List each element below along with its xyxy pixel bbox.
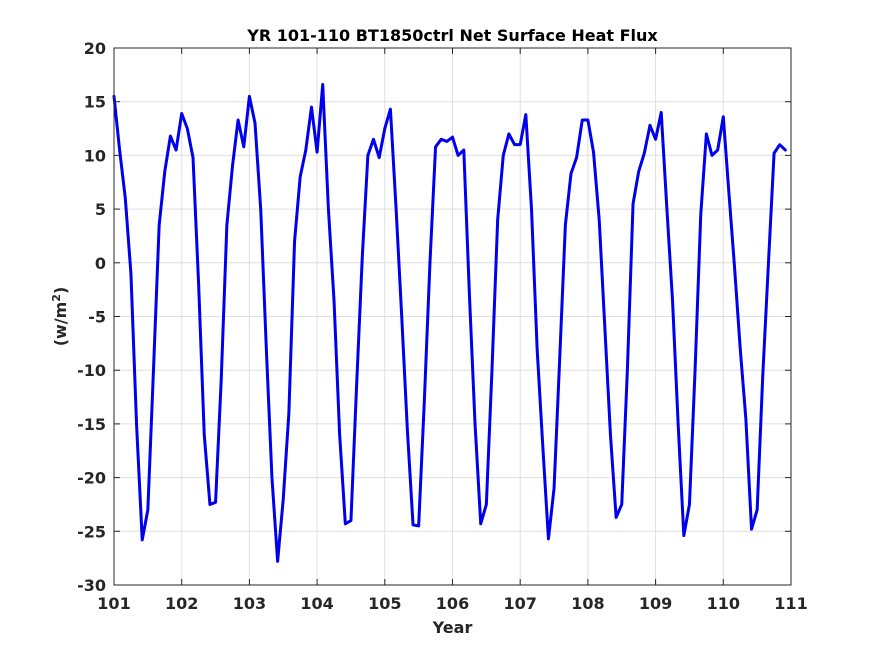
x-tick-label: 107 (503, 594, 536, 613)
x-tick-label: 103 (233, 594, 266, 613)
x-tick-label: 105 (368, 594, 401, 613)
y-tick-label: 10 (84, 146, 106, 165)
y-tick-label: 5 (95, 200, 106, 219)
y-tick-label: -15 (77, 415, 106, 434)
y-tick-label: 20 (84, 39, 106, 58)
x-axis-label: Year (432, 618, 473, 637)
y-tick-label: 0 (95, 254, 106, 273)
x-tick-label: 102 (165, 594, 198, 613)
y-tick-label: -30 (77, 576, 106, 595)
x-tick-label: 110 (707, 594, 740, 613)
y-tick-label: 15 (84, 93, 106, 112)
y-tick-label: -20 (77, 469, 106, 488)
y-axis-label-main: (w/m (51, 302, 70, 347)
y-tick-label: -25 (77, 522, 106, 541)
y-tick-label: -10 (77, 361, 106, 380)
y-axis-label-close: ) (51, 287, 70, 294)
x-tick-label: 109 (639, 594, 672, 613)
chart-title: YR 101-110 BT1850ctrl Net Surface Heat F… (246, 26, 658, 45)
y-tick-label: -5 (88, 308, 106, 327)
x-tick-label: 111 (774, 594, 807, 613)
x-tick-label: 104 (300, 594, 333, 613)
x-tick-label: 106 (436, 594, 469, 613)
chart: 101 102 103 104 105 106 107 108 109 110 1112015105… (0, 0, 875, 656)
y-axis-label-superscript: 2 (50, 294, 63, 302)
x-tick-label: 101 (97, 594, 130, 613)
x-tick-label: 108 (571, 594, 604, 613)
